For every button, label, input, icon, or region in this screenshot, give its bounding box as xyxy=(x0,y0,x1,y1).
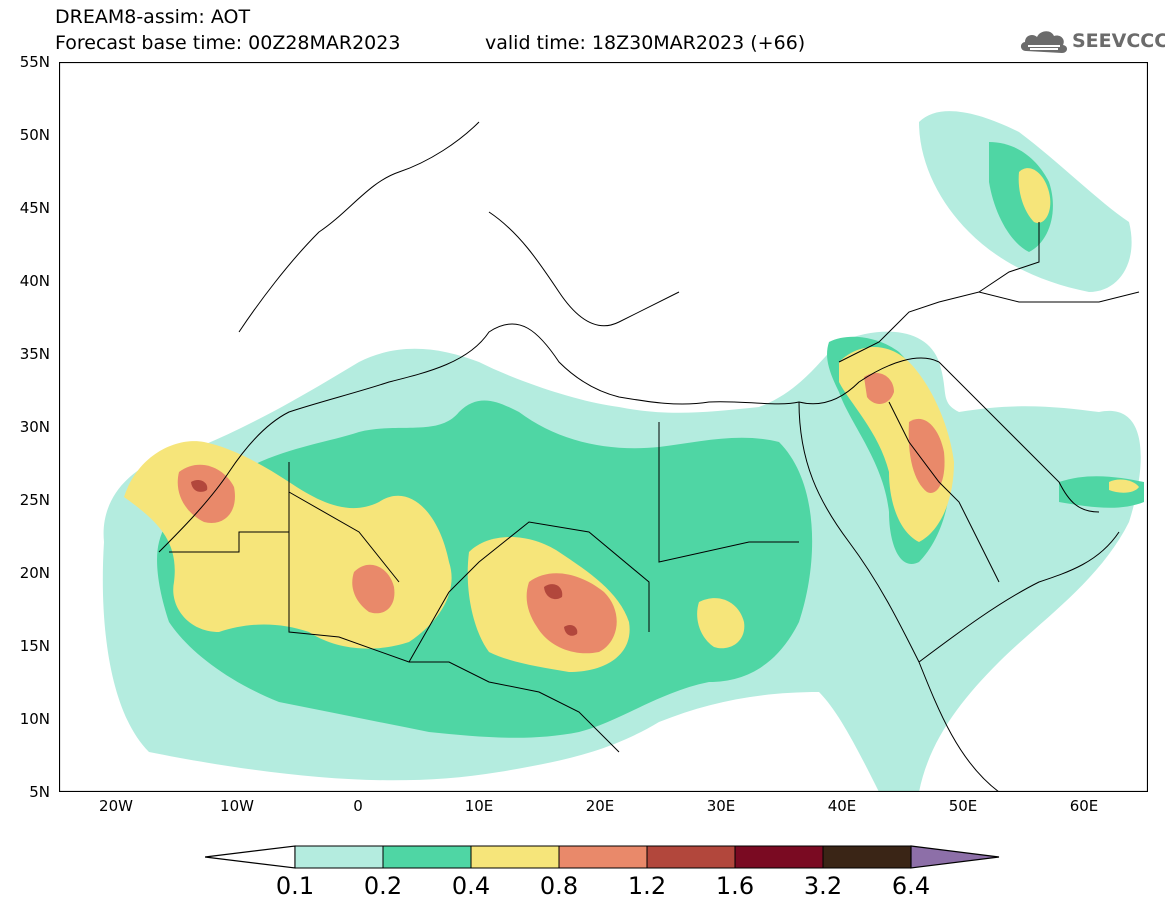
lon-label-10w: 10W xyxy=(220,797,254,815)
colorbar-bin-3.2-6.4 xyxy=(822,845,912,869)
lat-label-35n: 35N xyxy=(19,345,50,363)
lon-label-20w: 20W xyxy=(99,797,133,815)
colorbar-label-1.2: 1.2 xyxy=(627,872,667,900)
lat-label-15n: 15N xyxy=(19,637,50,655)
cloud-icon xyxy=(1020,31,1068,53)
chart-title: DREAM8-assim: AOT xyxy=(55,6,251,28)
lon-label-0: 0 xyxy=(353,797,363,815)
colorbar-bin-0.4-0.8 xyxy=(470,845,560,869)
colorbar-label-6.4: 6.4 xyxy=(891,872,931,900)
colorbar-label-0.2: 0.2 xyxy=(363,872,403,900)
valid-time: valid time: 18Z30MAR2023 (+66) xyxy=(485,32,806,54)
colorbar-bin-1.2-1.6 xyxy=(646,845,736,869)
lon-label-50e: 50E xyxy=(948,797,978,815)
colorbar-bin-0.1-0.2 xyxy=(294,845,384,869)
colorbar xyxy=(205,845,1000,869)
lon-label-20e: 20E xyxy=(585,797,615,815)
colorbar-low-arrow xyxy=(205,845,296,869)
colorbar-label-0.4: 0.4 xyxy=(451,872,491,900)
lat-label-20n: 20N xyxy=(19,564,50,582)
seevccc-logo: SEEVCCC xyxy=(1018,24,1165,58)
lon-label-40e: 40E xyxy=(827,797,857,815)
colorbar-bin-1.6-3.2 xyxy=(734,845,824,869)
lat-label-55n: 55N xyxy=(19,53,50,71)
lon-label-60e: 60E xyxy=(1069,797,1099,815)
colorbar-label-0.8: 0.8 xyxy=(539,872,579,900)
map-border xyxy=(59,62,1148,792)
aot-map xyxy=(59,62,1148,792)
colorbar-label-0.1: 0.1 xyxy=(275,872,315,900)
base-time: Forecast base time: 00Z28MAR2023 xyxy=(55,32,401,54)
colorbar-high-arrow xyxy=(910,845,1000,869)
lat-label-50n: 50N xyxy=(19,126,50,144)
colorbar-label-3.2: 3.2 xyxy=(803,872,843,900)
colorbar-label-1.6: 1.6 xyxy=(715,872,755,900)
coastlines-borders xyxy=(158,121,1140,792)
colorbar-bin-0.2-0.4 xyxy=(382,845,472,869)
lon-label-30e: 30E xyxy=(706,797,736,815)
aot-1.2-1.6-layer xyxy=(191,479,578,636)
lat-label-40n: 40N xyxy=(19,272,50,290)
lat-label-30n: 30N xyxy=(19,418,50,436)
logo-text: SEEVCCC xyxy=(1072,30,1165,52)
lon-label-10e: 10E xyxy=(464,797,494,815)
lat-label-10n: 10N xyxy=(19,710,50,728)
lat-label-45n: 45N xyxy=(19,199,50,217)
colorbar-bin-0.8-1.2 xyxy=(558,845,648,869)
lat-label-5n: 5N xyxy=(29,783,50,801)
lat-label-25n: 25N xyxy=(19,491,50,509)
